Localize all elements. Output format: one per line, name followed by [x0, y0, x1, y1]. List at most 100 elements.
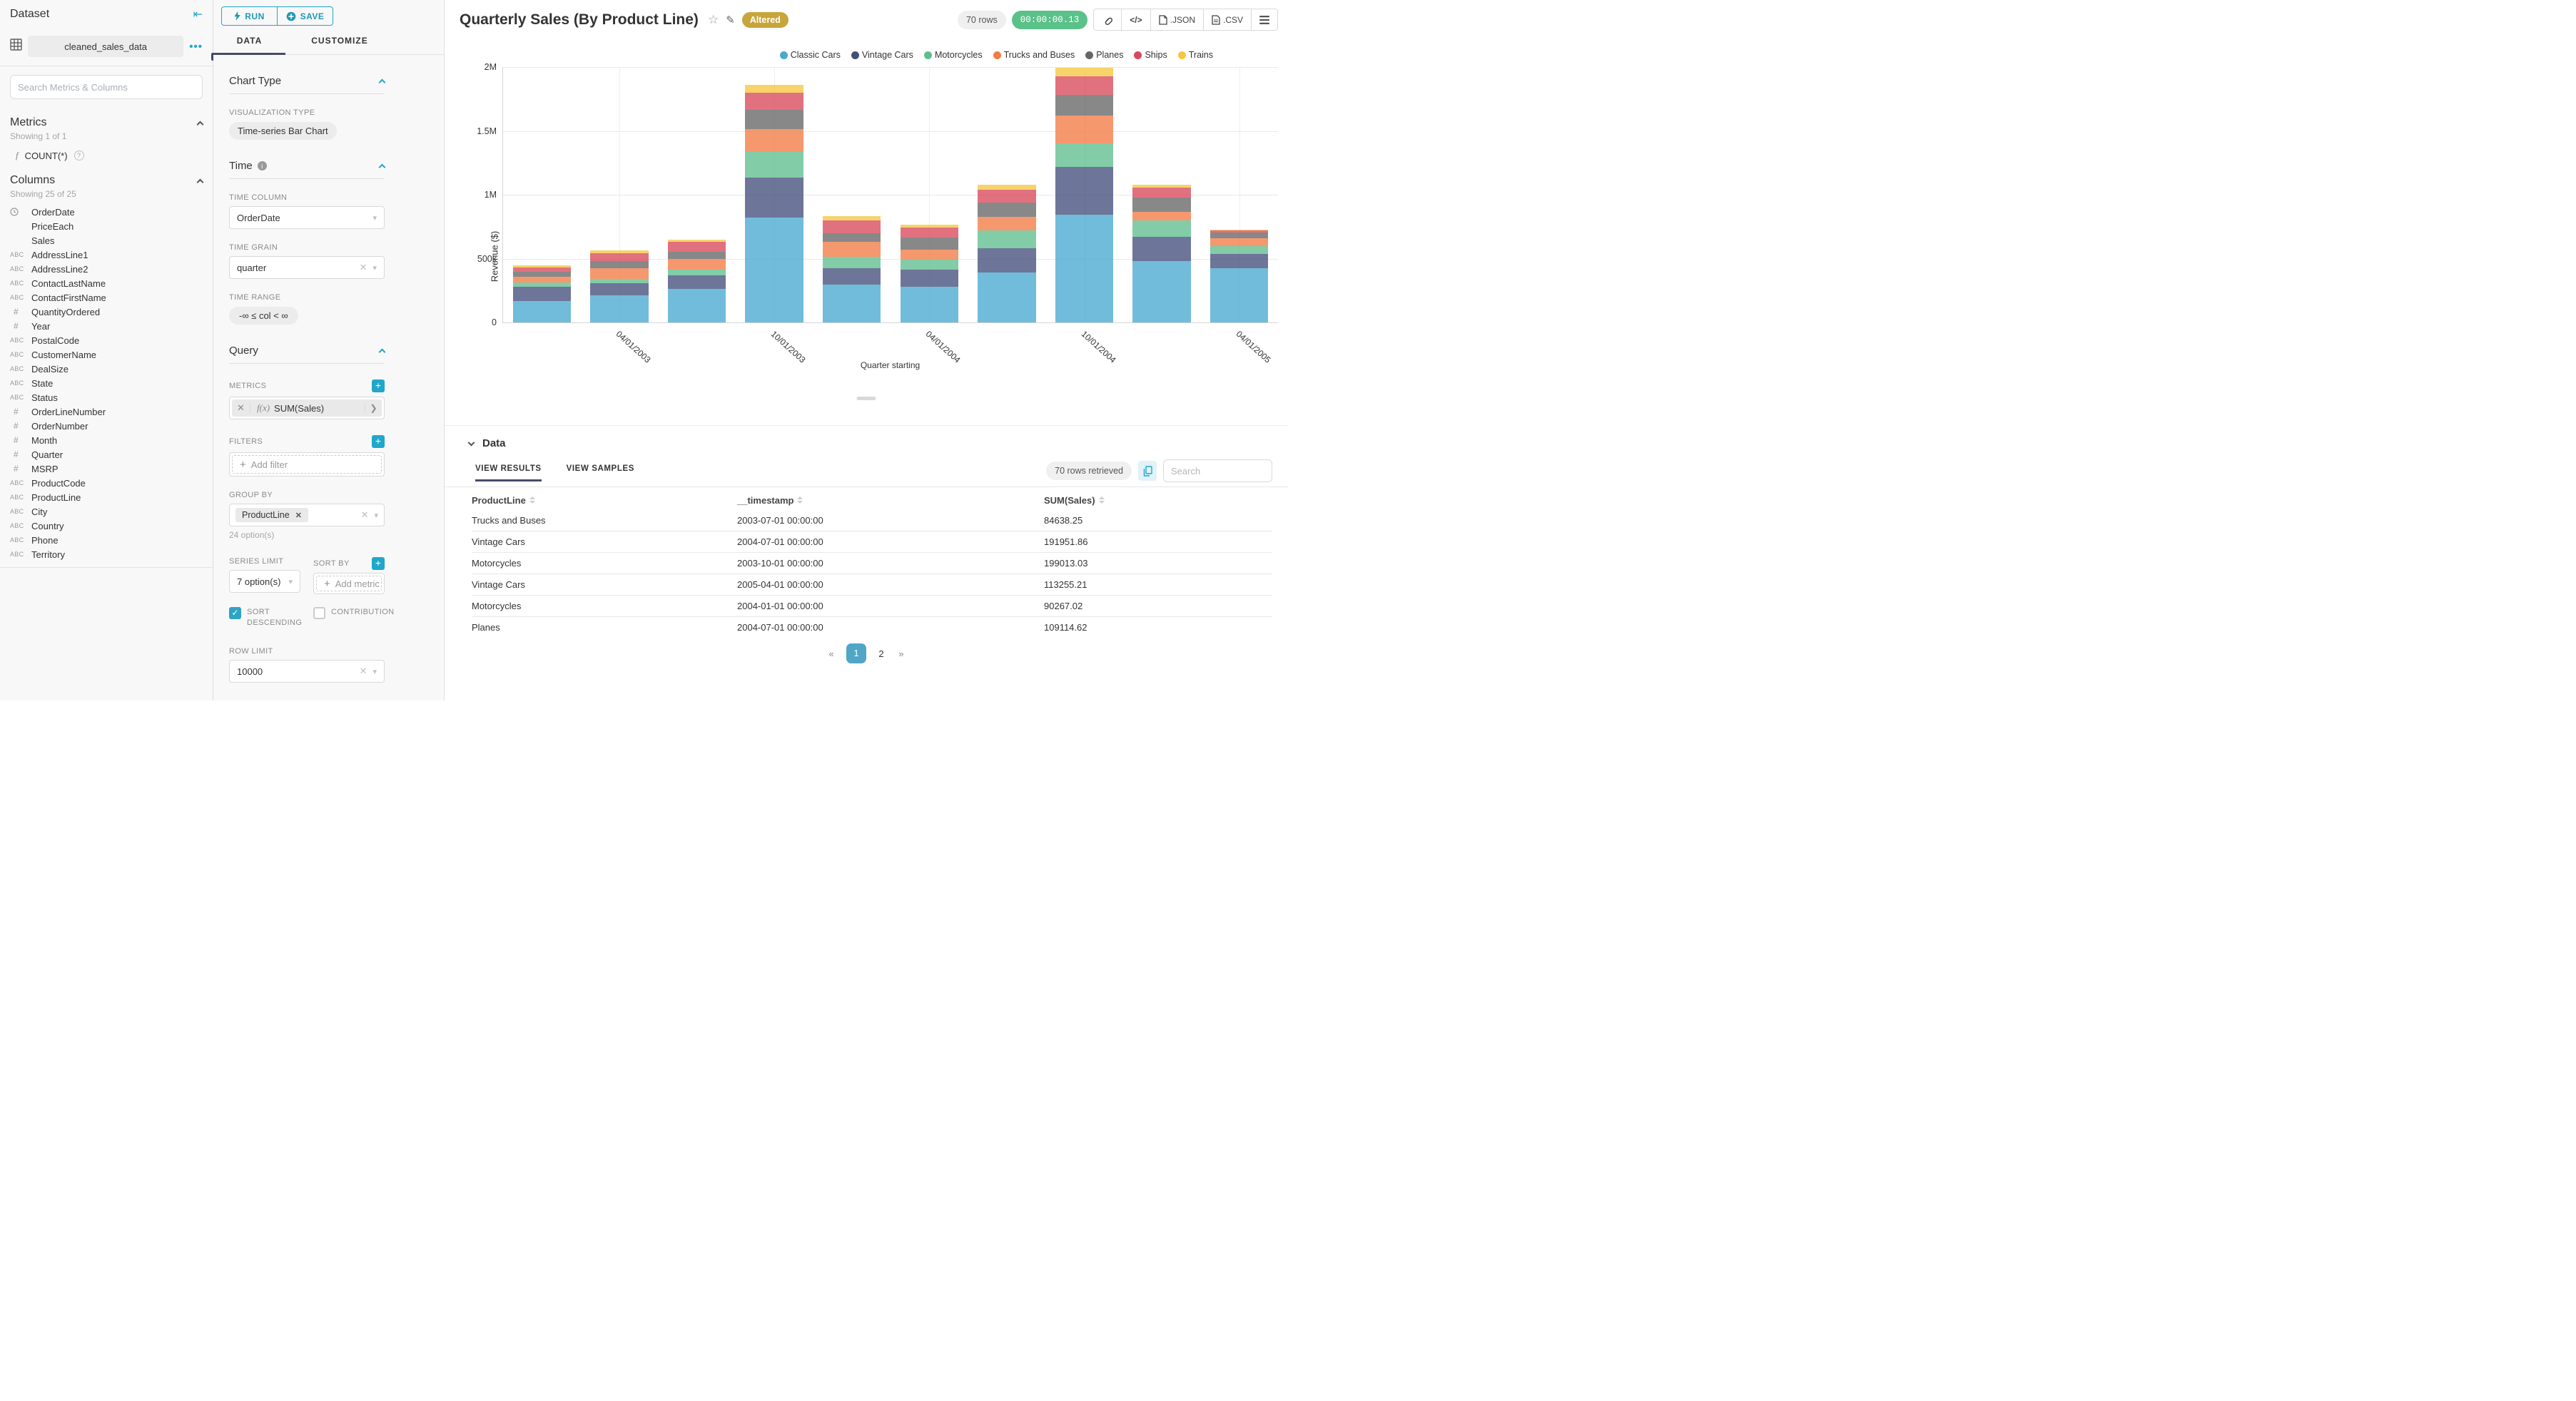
chevron-right-icon[interactable]: ❯: [365, 403, 382, 413]
bar-segment[interactable]: [978, 248, 1036, 273]
bar-segment[interactable]: [590, 295, 649, 322]
chevron-up-icon[interactable]: [378, 348, 386, 356]
bar-segment[interactable]: [512, 268, 571, 272]
group-by-select[interactable]: ProductLine ✕ ✕ ▾: [229, 504, 385, 526]
contribution-checkbox[interactable]: CONTRIBUTION: [313, 607, 395, 628]
bar-segment[interactable]: [822, 285, 881, 322]
time-column-select[interactable]: OrderDate ▾: [229, 206, 385, 229]
bar-segment[interactable]: [512, 286, 571, 301]
bar-segment[interactable]: [1132, 198, 1191, 213]
column-item[interactable]: ABC Phone: [10, 533, 203, 547]
bar-segment[interactable]: [590, 283, 649, 296]
metric-pill[interactable]: ✕ f(x) SUM(Sales) ❯: [232, 399, 382, 417]
bar-segment[interactable]: [1210, 253, 1269, 268]
bar-segment[interactable]: [512, 282, 571, 287]
collapse-sidebar-icon[interactable]: ⇤: [193, 9, 203, 21]
bar-segment[interactable]: [1210, 245, 1269, 254]
copy-data-button[interactable]: [1138, 461, 1157, 481]
bar-segment[interactable]: [590, 261, 649, 268]
legend-item[interactable]: Trucks and Buses: [993, 50, 1075, 60]
table-row[interactable]: Vintage Cars 2005-04-01 00:00:00 113255.21: [472, 574, 1272, 595]
visualization-type-value[interactable]: Time-series Bar Chart: [229, 122, 337, 140]
column-item[interactable]: ABC ContactFirstName: [10, 290, 203, 305]
legend-item[interactable]: Vintage Cars: [851, 50, 913, 60]
bar-segment[interactable]: [822, 268, 881, 285]
sort-descending-checkbox[interactable]: ✓ SORT DESCENDING: [229, 607, 302, 628]
add-filter-button[interactable]: + Add filter: [232, 455, 382, 474]
bar-segment[interactable]: [745, 218, 803, 322]
stacked-bar-chart[interactable]: 0 500k 1M 1.5M 2M 04/01/2003 10/01/2003 04/01/2…: [477, 62, 1278, 365]
column-item[interactable]: # Year: [10, 319, 203, 333]
bar-segment[interactable]: [1055, 116, 1114, 143]
legend-item[interactable]: Trains: [1177, 50, 1213, 60]
chevron-up-icon[interactable]: [378, 163, 386, 171]
bar-segment[interactable]: [512, 265, 571, 268]
time-grain-select[interactable]: quarter ✕ ▾: [229, 256, 385, 279]
page-button[interactable]: 2: [878, 648, 884, 659]
table-column-header[interactable]: ProductLine: [472, 490, 737, 510]
info-icon[interactable]: i: [257, 161, 267, 170]
sort-icon[interactable]: [1098, 496, 1105, 504]
bar-segment[interactable]: [1210, 238, 1269, 246]
sidebar-search-input[interactable]: [18, 81, 195, 93]
column-item[interactable]: # OrderNumber: [10, 419, 203, 433]
save-button[interactable]: SAVE: [277, 7, 333, 25]
bar-segment[interactable]: [978, 217, 1036, 230]
column-item[interactable]: ABC ContactLastName: [10, 276, 203, 290]
bar-segment[interactable]: [900, 258, 958, 270]
column-item[interactable]: # OrderLineNumber: [10, 404, 203, 419]
time-range-value[interactable]: -∞ ≤ col < ∞: [229, 307, 298, 325]
bar-segment[interactable]: [745, 129, 803, 153]
bar-segment[interactable]: [1132, 212, 1191, 220]
bar-segment[interactable]: [667, 269, 726, 275]
favorite-star-icon[interactable]: ☆: [707, 12, 719, 26]
edit-title-icon[interactable]: ✎: [726, 14, 735, 26]
bar-segment[interactable]: [667, 288, 726, 322]
add-metric-icon[interactable]: +: [372, 379, 385, 392]
column-item[interactable]: ABC PostalCode: [10, 333, 203, 347]
bar-segment[interactable]: [590, 279, 649, 284]
table-row[interactable]: Vintage Cars 2004-07-01 00:00:00 191951.86: [472, 531, 1272, 552]
bar-segment[interactable]: [745, 177, 803, 218]
column-item[interactable]: # Quarter: [10, 447, 203, 462]
bar-segment[interactable]: [978, 189, 1036, 203]
bar-segment[interactable]: [822, 233, 881, 243]
table-row[interactable]: Planes 2004-07-01 00:00:00 109114.62: [472, 616, 1272, 638]
bar-segment[interactable]: [1055, 214, 1114, 322]
column-item[interactable]: ABC Status: [10, 390, 203, 404]
bar-segment[interactable]: [978, 230, 1036, 248]
add-sort-metric-button[interactable]: + Add metric: [316, 576, 382, 591]
collapse-data-chevron-icon[interactable]: [467, 439, 475, 446]
bar-segment[interactable]: [667, 275, 726, 289]
page-nav-button[interactable]: »: [898, 648, 904, 659]
chevron-up-icon[interactable]: [378, 78, 386, 86]
bar-segment[interactable]: [745, 110, 803, 129]
bar-segment[interactable]: [822, 242, 881, 257]
embed-code-button[interactable]: </>: [1121, 9, 1150, 30]
chevron-up-icon[interactable]: [196, 121, 204, 128]
column-item[interactable]: ABC DealSize: [10, 362, 203, 376]
column-item[interactable]: # QuantityOrdered: [10, 305, 203, 319]
checkbox-checked-icon[interactable]: ✓: [229, 607, 241, 619]
results-search[interactable]: [1163, 459, 1272, 482]
column-item[interactable]: ABC CustomerName: [10, 347, 203, 362]
menu-button[interactable]: [1251, 9, 1277, 30]
bar-segment[interactable]: [822, 216, 881, 220]
dataset-more-icon[interactable]: •••: [189, 40, 203, 53]
bar-segment[interactable]: [1055, 166, 1114, 215]
add-sort-metric-icon[interactable]: +: [372, 557, 385, 570]
sort-icon[interactable]: [529, 496, 535, 504]
bar-segment[interactable]: [667, 242, 726, 253]
bar-segment[interactable]: [1055, 95, 1114, 116]
table-column-header[interactable]: __timestamp: [737, 490, 1044, 510]
bar-segment[interactable]: [590, 268, 649, 280]
bar-segment[interactable]: [900, 227, 958, 238]
tab-view-samples[interactable]: VIEW SAMPLES: [566, 464, 634, 473]
bar-segment[interactable]: [900, 237, 958, 250]
column-item[interactable]: ABC Country: [10, 519, 203, 533]
column-item[interactable]: # Month: [10, 433, 203, 447]
column-item[interactable]: PriceEach: [10, 219, 203, 233]
bar-segment[interactable]: [1055, 76, 1114, 96]
column-item[interactable]: ABC AddressLine1: [10, 248, 203, 262]
bar-segment[interactable]: [900, 249, 958, 259]
